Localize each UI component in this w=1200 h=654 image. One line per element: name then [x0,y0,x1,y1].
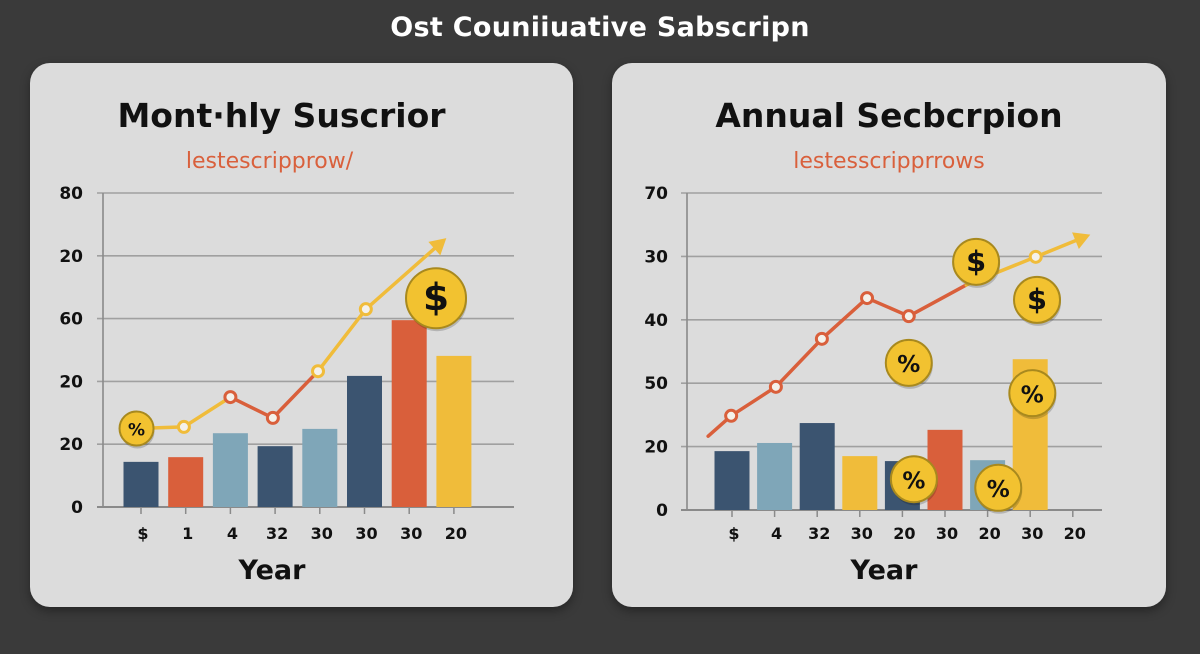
bar [391,320,427,507]
chart-subtitle: lestescripprow/ [185,149,354,174]
trend-line-segment [271,369,320,420]
chart-title: Mont·hly Suscrior [117,96,446,135]
trend-line-segment [182,395,233,429]
y-tick-label: 50 [644,374,668,394]
badge-symbol: % [897,352,920,378]
x-tick-label: 30 [311,524,333,543]
x-tick-label: 32 [808,524,830,543]
percent-coin-icon [974,463,1023,512]
trend-line-segment [907,283,969,318]
trend-line-segment [228,395,275,420]
dollar-coin-icon [952,237,1001,286]
badge-symbol: % [128,420,145,440]
badge-symbol: $ [966,244,986,278]
y-tick-label: 30 [644,247,668,267]
monthly-chart: 0 20 20 60 20 80 $ 1 4 32 30 30 30 20 Year% $ [59,184,514,586]
x-tick-label: 32 [266,524,288,543]
x-tick-label: 20 [893,524,915,543]
dollar-coin-icon [1013,275,1062,324]
trend-point [814,331,829,346]
y-tick-label: 40 [644,311,668,331]
badge-symbol: % [902,468,925,494]
percent-coin-icon [1008,369,1057,418]
y-tick-label: 20 [59,372,83,392]
x-tick-label: 30 [355,524,377,543]
y-tick-label: 60 [59,310,83,330]
trend-point [724,408,739,423]
trend-point [860,291,875,306]
trend-point [311,364,326,379]
x-tick-label: 30 [851,524,873,543]
x-tick-label: 30 [1021,524,1043,543]
trend-point [358,302,373,317]
y-tick-label: 0 [656,501,668,521]
bar [123,461,159,507]
trend-line-segment [729,385,778,418]
x-tick-label: $ [137,524,148,543]
trend-line-segment [364,240,444,311]
x-tick-label: 30 [936,524,958,543]
trend-line-segment [774,337,824,389]
x-tick-label: 20 [978,524,1000,543]
badge-symbol: % [1021,382,1044,408]
trend-point [176,419,191,434]
arrow-head-icon [428,238,447,256]
bar [302,428,338,507]
percent-coin-icon [118,410,155,447]
x-tick-label: $ [728,524,739,543]
x-axis-label: Year [238,555,307,586]
x-axis-label: Year [850,555,919,586]
percent-coin-icon [884,338,933,387]
annual-chart: 0 20 50 40 30 70 $ 4 32 30 20 30 20 30 20 Year%%% % $ $ [644,184,1102,586]
dollar-coin-icon [405,267,468,330]
badge-symbol: $ [423,275,449,319]
arrow-head-icon [1072,232,1091,250]
y-tick-label: 0 [71,498,83,518]
bar [257,446,293,507]
bar [757,442,793,510]
trend-point [265,410,280,425]
trend-line-segment [820,296,869,341]
trend-point [1028,249,1043,264]
main-title: Ost Couniiuative Sabscripn [390,12,810,43]
bar [799,423,835,510]
annual-chart-card: Annual Secbcrpion lestesscripprrows 0 20 5… [612,63,1166,607]
trend-point [901,309,916,324]
y-tick-label: 70 [644,184,668,204]
bar [842,456,878,510]
badge-symbol: % [987,477,1010,503]
x-tick-label: 1 [182,524,193,543]
percent-coin-icon [889,455,938,504]
y-tick-label: 20 [59,435,83,455]
trend-line-segment [865,296,911,318]
y-tick-label: 80 [59,184,83,204]
chart-title: Annual Secbcrpion [715,96,1063,135]
bar [347,375,382,507]
bar [714,451,750,510]
x-tick-label: 20 [445,524,467,543]
monthly-chart-card: Mont·hly Suscrior lestescripprow/ 0 20 20 6… [30,63,573,607]
x-tick-label: 4 [227,524,238,543]
trend-point [768,379,783,394]
bar [168,457,204,507]
y-tick-label: 20 [59,247,83,267]
trend-line-segment [316,307,368,373]
x-tick-label: 30 [400,524,422,543]
bar [436,355,472,507]
trend-point [223,390,238,405]
x-tick-label: 20 [1064,524,1086,543]
bar [212,433,248,507]
x-tick-label: 4 [771,524,782,543]
y-tick-label: 20 [644,438,668,458]
chart-subtitle: lestesscripprrows [793,149,985,174]
badge-symbol: $ [1027,282,1047,316]
